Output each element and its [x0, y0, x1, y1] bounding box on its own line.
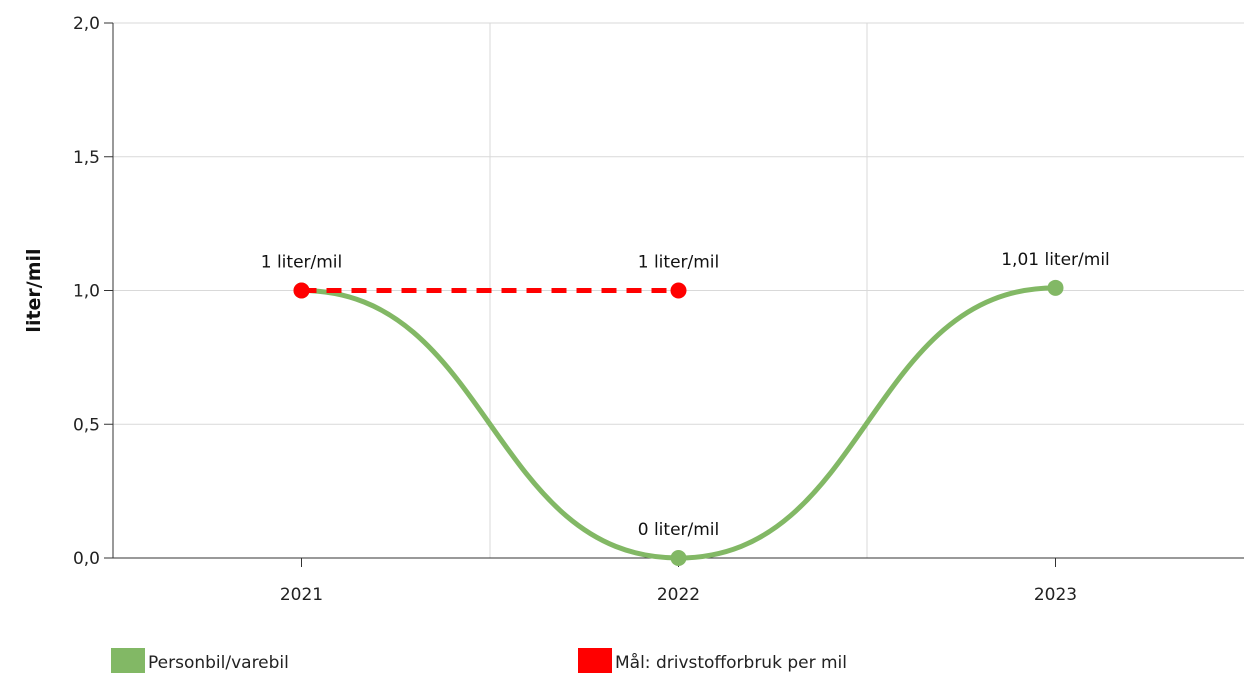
- data-labels: 0 liter/mil 1,01 liter/mil 1 liter/mil 1 li…: [261, 250, 1110, 540]
- y-tick-label: 0,5: [73, 415, 100, 435]
- x-tick-label: 2023: [1034, 585, 1077, 605]
- y-tick-label: 0,0: [73, 549, 100, 569]
- axes: 0,0 0,5 1,0 1,5 2,0 2021 2022 2023 liter/mil: [23, 14, 1244, 605]
- series: [293, 279, 1064, 566]
- legend-label: Personbil/varebil: [148, 653, 289, 673]
- data-point: [1047, 279, 1064, 296]
- legend: Personbil/varebil Mål: drivstofforbruk pe…: [111, 648, 847, 673]
- x-tick-label: 2022: [657, 585, 700, 605]
- legend-swatch: [578, 648, 612, 673]
- y-tick-label: 1,0: [73, 282, 100, 302]
- data-label: 1,01 liter/mil: [1001, 250, 1110, 270]
- legend-label: Mål: drivstofforbruk per mil: [615, 652, 847, 673]
- data-label: 0 liter/mil: [638, 520, 720, 540]
- legend-swatch: [111, 648, 145, 673]
- y-tick-label: 2,0: [73, 14, 100, 34]
- data-point: [293, 282, 310, 299]
- y-tick-label: 1,5: [73, 148, 100, 168]
- y-axis-title: liter/mil: [23, 248, 45, 332]
- data-point: [670, 282, 687, 299]
- data-label: 1 liter/mil: [261, 253, 343, 273]
- data-point: [670, 550, 687, 566]
- series-line-personbil: [299, 285, 1058, 561]
- data-label: 1 liter/mil: [638, 253, 720, 273]
- x-tick-label: 2021: [280, 585, 323, 605]
